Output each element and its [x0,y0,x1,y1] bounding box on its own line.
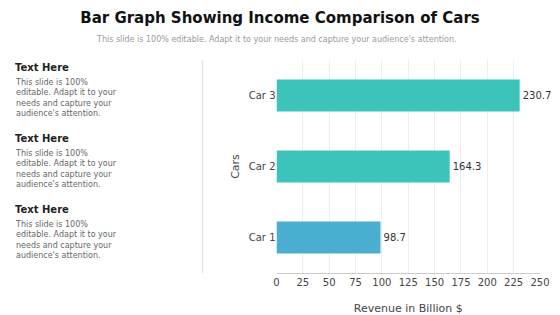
svg-text:50: 50 [323,277,336,288]
svg-text:200: 200 [478,277,497,288]
svg-text:Text Here: Text Here [15,62,69,73]
svg-text:Text Here: Text Here [15,133,69,144]
svg-text:98.7: 98.7 [384,232,406,243]
svg-text:Text Here: Text Here [15,204,69,215]
svg-text:150: 150 [425,277,444,288]
svg-text:175: 175 [451,277,470,288]
svg-text:25: 25 [296,277,309,288]
svg-text:Revenue in Billion $: Revenue in Billion $ [354,302,463,315]
svg-text:100: 100 [372,277,391,288]
svg-text:Car 2: Car 2 [249,161,276,172]
svg-text:This slide is 100%editable. Ad: This slide is 100%editable. Adapt it to … [15,78,117,118]
svg-text:Car 3: Car 3 [249,90,276,101]
svg-text:This slide is 100%editable. Ad: This slide is 100%editable. Adapt it to … [15,220,117,260]
svg-text:75: 75 [349,277,362,288]
svg-text:Cars: Cars [229,154,242,179]
svg-text:164.3: 164.3 [453,161,482,172]
svg-text:225: 225 [504,277,523,288]
svg-text:0: 0 [273,277,279,288]
svg-text:This slide is 100% editable. A: This slide is 100% editable. Adapt it to… [96,35,457,44]
svg-text:125: 125 [399,277,418,288]
svg-text:250: 250 [530,277,549,288]
svg-text:230.7: 230.7 [523,90,552,101]
svg-text:Car 1: Car 1 [249,232,276,243]
svg-text:This slide is 100%editable. Ad: This slide is 100%editable. Adapt it to … [15,149,117,189]
svg-text:Bar Graph Showing Income Compa: Bar Graph Showing Income Comparison of C… [80,9,480,27]
